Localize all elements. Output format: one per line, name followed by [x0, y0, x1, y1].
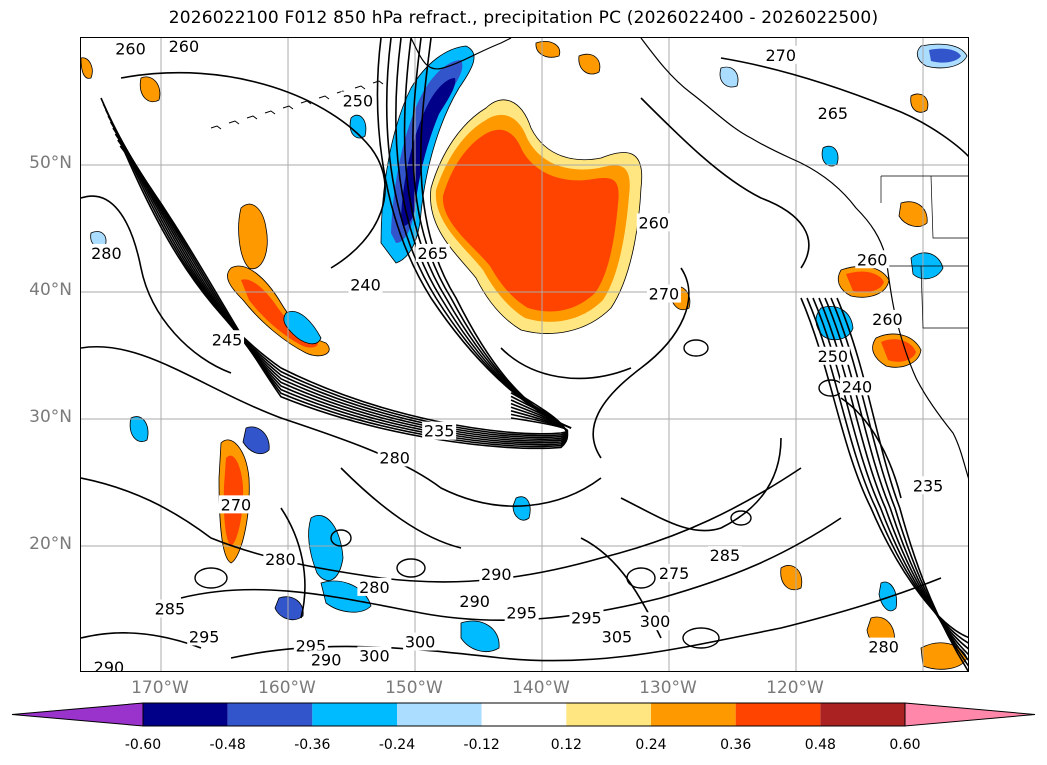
colorbar-tick-label: 0.60 — [889, 737, 921, 753]
contour-label: 270 — [765, 46, 796, 65]
contour-label: 285 — [710, 546, 741, 565]
contour-label: 290 — [311, 650, 342, 669]
refractivity-contour-layer — [81, 38, 968, 671]
latitude-label: 20°N — [29, 534, 72, 554]
contour-label: 300 — [405, 633, 436, 652]
map-canvas[interactable]: 260 260 250 270 265 260 265 240 280 245 270 260 260 2… — [81, 38, 969, 672]
longitude-label: 140°W — [512, 678, 570, 698]
contour-label-layer: 260 260 250 270 265 260 265 240 280 245 270 260 260 2… — [89, 38, 946, 672]
contour-label: 240 — [350, 276, 381, 295]
colorbar-graphic — [11, 702, 1036, 727]
coastline-layer — [210, 38, 968, 479]
contour-label: 280 — [91, 244, 122, 263]
contour-label: 280 — [265, 550, 296, 569]
longitude-label: 130°W — [639, 678, 697, 698]
contour-label: 250 — [818, 347, 849, 366]
contour-label: 270 — [649, 285, 680, 304]
contour-label: 295 — [571, 608, 602, 627]
colorbar-tick-label: 0.12 — [550, 737, 582, 753]
colorbar-swatch — [143, 703, 228, 726]
contour-label: 270 — [221, 495, 252, 514]
contour-label: 240 — [842, 377, 873, 396]
latitude-label: 30°N — [29, 407, 72, 427]
colorbar-tick-label: 0.48 — [804, 737, 836, 753]
longitude-label: 170°W — [131, 678, 189, 698]
colorbar-tick-label: 0.36 — [720, 737, 752, 753]
contour-label: 260 — [115, 39, 146, 58]
contour-label: 295 — [189, 627, 220, 646]
contour-label: 290 — [94, 658, 125, 672]
colorbar-swatch — [312, 703, 397, 726]
colorbar-swatch — [651, 703, 736, 726]
contour-label: 285 — [155, 600, 186, 619]
contour-label: 300 — [359, 646, 390, 665]
contour-label: 235 — [913, 476, 944, 495]
contour-label: 260 — [857, 250, 888, 269]
contour-label: 295 — [506, 603, 537, 622]
colorbar-swatch — [566, 703, 651, 726]
precipitation-fill-layer — [81, 41, 968, 670]
colorbar-swatch — [481, 703, 567, 726]
colorbar-swatch — [227, 703, 313, 726]
contour-label: 235 — [424, 422, 455, 441]
longitude-label: 120°W — [766, 678, 824, 698]
latitude-label: 50°N — [29, 153, 72, 173]
contour-label: 260 — [872, 310, 903, 329]
contour-label: 280 — [868, 638, 899, 657]
contour-label: 305 — [602, 627, 633, 646]
longitude-label: 150°W — [385, 678, 443, 698]
colorbar-tick-label: -0.36 — [294, 737, 331, 753]
colorbar-tick-label: -0.60 — [124, 737, 162, 753]
contour-label: 265 — [418, 244, 449, 263]
contour-label: 260 — [169, 38, 200, 56]
contour-label: 280 — [359, 578, 390, 597]
contour-label: 265 — [818, 104, 849, 123]
longitude-label: 160°W — [258, 678, 316, 698]
chart-title: 2026022100 F012 850 hPa refract., precip… — [168, 8, 879, 28]
colorbar-under-arrow — [11, 702, 144, 727]
contour-label: 280 — [379, 448, 410, 467]
contour-label: 290 — [481, 565, 512, 584]
contour-label: 250 — [343, 92, 374, 111]
colorbar-swatch — [820, 703, 905, 726]
contour-label: 300 — [640, 612, 671, 631]
colorbar-swatch — [735, 703, 821, 726]
map-panel[interactable]: 260 260 250 270 265 260 265 240 280 245 270 260 260 2… — [80, 37, 969, 672]
colorbar-tick-label: -0.48 — [209, 737, 246, 753]
contour-label: 260 — [638, 213, 669, 232]
colorbar-swatch — [397, 703, 482, 726]
colorbar-tick-label: -0.24 — [378, 737, 416, 753]
colorbar-tick-label: -0.12 — [463, 737, 500, 753]
latitude-label: 40°N — [29, 280, 72, 300]
contour-label: 245 — [212, 330, 243, 349]
colorbar-over-arrow — [904, 702, 1036, 727]
contour-label: 275 — [659, 564, 690, 583]
colorbar-tick-label: 0.24 — [635, 737, 667, 753]
contour-label: 290 — [459, 592, 490, 611]
